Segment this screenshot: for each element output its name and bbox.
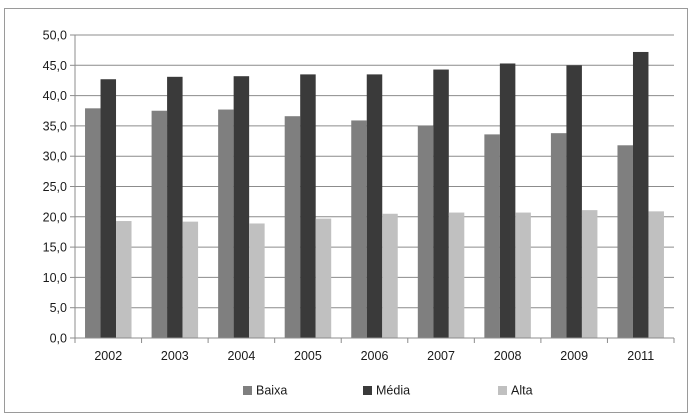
- bar-m-dia-2006: [366, 74, 383, 338]
- bar-m-dia-2002: [100, 79, 117, 338]
- axes: [74, 35, 674, 339]
- bar-baixa-2011: [617, 145, 633, 338]
- legend-swatch: [363, 386, 372, 395]
- bar-alta-2011: [648, 211, 664, 338]
- bar-baixa-2005: [284, 116, 301, 338]
- bar-m-dia-2004: [233, 76, 250, 338]
- bar-m-dia-2007: [433, 69, 449, 339]
- bar-baixa-2003: [151, 110, 168, 338]
- bar-m-dia-2011: [632, 51, 649, 339]
- y-tick-label: 0,0: [50, 332, 67, 346]
- bar-alta-2005: [315, 218, 332, 338]
- x-tick-label: 2002: [94, 349, 122, 363]
- y-tick-label: 45,0: [43, 59, 67, 73]
- y-tick-label: 25,0: [43, 180, 67, 194]
- legend-swatch: [243, 386, 252, 395]
- bar-baixa-2007: [417, 125, 434, 339]
- y-tick-label: 30,0: [43, 150, 67, 164]
- y-tick-label: 15,0: [43, 241, 67, 255]
- bar-alta-2006: [382, 213, 398, 338]
- x-tick-label: 2003: [161, 349, 189, 363]
- x-tick-label: 2004: [227, 349, 255, 363]
- y-axis-ticks: 0,0 5,0 10,0 15,0 20,0 25,0 30,0 35,0 40,0 45,0 50…: [43, 29, 75, 346]
- legend-label: Média: [376, 384, 410, 398]
- bar-alta-2003: [182, 221, 199, 338]
- bar-alta-2008: [515, 212, 531, 338]
- y-tick-label: 20,0: [43, 210, 67, 224]
- x-tick-label: 2005: [294, 349, 322, 363]
- bar-baixa-2009: [550, 133, 567, 338]
- bars: [85, 51, 664, 339]
- x-tick-label: 2009: [560, 349, 588, 363]
- y-tick-label: 5,0: [50, 301, 67, 315]
- bar-m-dia-2008: [499, 63, 516, 339]
- y-tick-label: 50,0: [43, 29, 67, 43]
- legend-label: Baixa: [256, 384, 287, 398]
- x-tick-label: 2011: [627, 349, 654, 363]
- bar-baixa-2004: [218, 109, 234, 339]
- bar-baixa-2006: [351, 120, 367, 338]
- bar-m-dia-2009: [566, 65, 582, 339]
- y-tick-label: 10,0: [43, 271, 67, 285]
- y-tick-label: 35,0: [43, 119, 67, 133]
- bar-m-dia-2003: [167, 76, 183, 339]
- bar-m-dia-2005: [300, 74, 316, 338]
- legend-label: Alta: [511, 384, 533, 398]
- bar-baixa-2002: [85, 108, 101, 339]
- bar-alta-2007: [448, 212, 465, 338]
- bar-alta-2002: [116, 221, 132, 338]
- x-axis-ticks: 2002 2003 2004 2005 2006 2007 2008 2009 2011: [74, 338, 675, 363]
- x-tick-label: 2006: [361, 349, 389, 363]
- y-tick-label: 40,0: [43, 89, 67, 103]
- x-tick-label: 2007: [427, 349, 455, 363]
- bar-alta-2009: [581, 210, 598, 338]
- legend: Baixa Média Alta: [243, 384, 533, 398]
- bar-alta-2004: [249, 223, 265, 338]
- legend-swatch: [498, 386, 507, 395]
- x-tick-label: 2008: [494, 349, 522, 363]
- bar-baixa-2008: [484, 134, 500, 338]
